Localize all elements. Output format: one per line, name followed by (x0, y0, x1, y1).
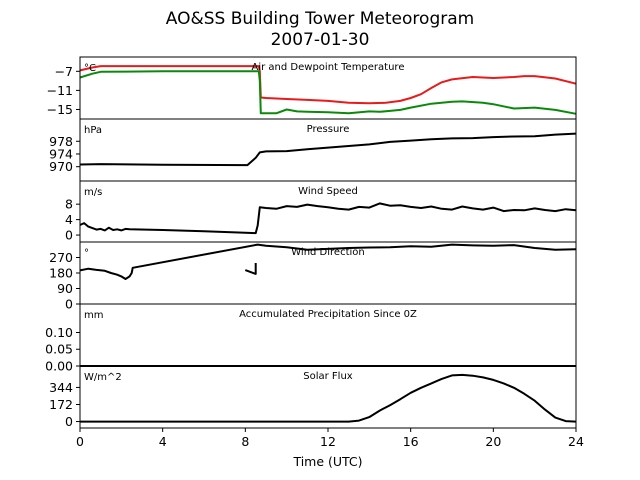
x-tick-label: 8 (241, 434, 249, 449)
series-line-4-2 (244, 263, 257, 275)
y-tick-label: 0 (65, 228, 73, 243)
panel-3: 840 m/s Wind Speed (65, 180, 577, 243)
panel-1: −7 −11 −15 °C Air and Dewpoint Temperature (47, 56, 577, 120)
panel-title: Solar Flux (303, 371, 353, 382)
y-tick-label: 8 (65, 197, 73, 212)
series-line-6-1 (80, 373, 577, 423)
panel-unit: W/m^2 (84, 372, 122, 383)
panel-5: 0.10 0.05 0.00 mm Accumulated Precipitation … (45, 303, 577, 374)
y-tick-label: 0.05 (45, 342, 73, 357)
y-tick-label: 0 (65, 414, 73, 429)
panel-unit: ° (84, 248, 89, 259)
panel-unit: °C (84, 63, 96, 74)
x-tick-label: 16 (403, 434, 419, 449)
panel-title: Pressure (307, 124, 350, 135)
x-tick-label: 12 (320, 434, 336, 449)
y-tick-label: 978 (49, 134, 73, 149)
y-tick-label: 180 (49, 266, 73, 281)
series-line-1-1 (79, 65, 577, 105)
x-tick-label: 20 (485, 434, 501, 449)
y-tick-label: −7 (55, 64, 73, 79)
y-tick-label: 0.00 (45, 359, 73, 374)
y-tick-label: 970 (49, 159, 73, 174)
panel-unit: m/s (84, 187, 102, 198)
y-tick-label: 974 (49, 146, 73, 161)
series-line-4-1 (79, 243, 577, 280)
y-tick-label: 0 (65, 297, 73, 312)
panel-unit: hPa (84, 125, 102, 136)
x-axis-label: Time (UTC) (292, 454, 362, 469)
panel-6: 344 172 0 W/m^2 Solar Flux (49, 365, 577, 429)
panel-unit: mm (84, 310, 103, 321)
x-tick-label: 4 (159, 434, 167, 449)
y-tick-label: 0.10 (45, 325, 73, 340)
y-tick-label: −15 (47, 102, 73, 117)
chart-title: AO&SS Building Tower Meteorogram (166, 9, 474, 29)
panel-title: Accumulated Precipitation Since 0Z (239, 309, 417, 320)
series-line-2-1 (79, 132, 577, 167)
chart-subtitle: 2007-01-30 (271, 30, 370, 50)
panel-title: Wind Speed (298, 186, 358, 197)
y-tick-label: 270 (49, 250, 73, 265)
panels: −7 −11 −15 °C Air and Dewpoint Temperature 97… (45, 56, 577, 429)
y-tick-label: −11 (47, 83, 73, 98)
series-line-1-2 (79, 70, 577, 115)
x-tick-label: 0 (76, 434, 84, 449)
y-tick-label: 172 (49, 397, 73, 412)
x-axis: 0 4 8 12 16 20 24 (76, 428, 584, 449)
series-line-3-1 (79, 202, 577, 235)
y-tick-label: 4 (65, 212, 73, 227)
y-tick-label: 344 (49, 380, 73, 395)
panel-title: Wind Direction (291, 247, 365, 258)
panel-title: Air and Dewpoint Temperature (252, 62, 405, 73)
x-tick-label: 24 (568, 434, 584, 449)
y-tick-label: 90 (57, 281, 73, 296)
